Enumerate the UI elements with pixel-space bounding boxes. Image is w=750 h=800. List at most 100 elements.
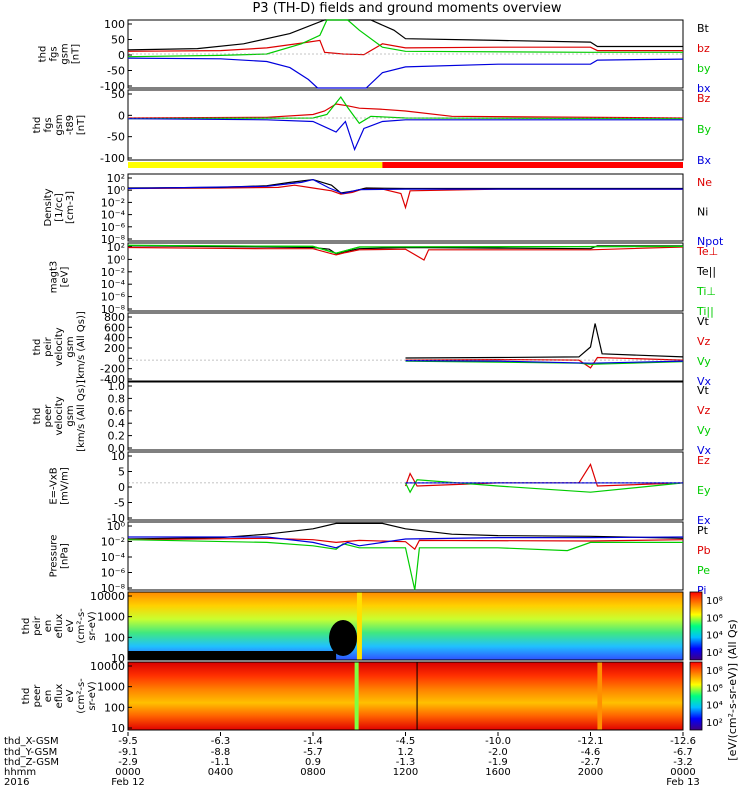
y-tick-label: 50 xyxy=(111,88,125,101)
x-tick-label-date: Feb 12 xyxy=(111,777,145,788)
x-tick-label-y: -8.8 xyxy=(211,747,231,758)
legend-Ez: Ez xyxy=(697,454,710,467)
y-tick-label: 10⁻² xyxy=(101,196,125,209)
y-axis-label: fgs xyxy=(43,117,54,132)
y-axis-label: [eV] xyxy=(60,267,71,288)
legend-Ex: Ex xyxy=(697,514,711,527)
colorbar-scale xyxy=(689,591,703,661)
legend-Pt: Pt xyxy=(697,524,709,537)
legend-Vy: Vy xyxy=(697,424,711,437)
x-tick-label-date: Feb 13 xyxy=(666,777,700,788)
spectrogram-peir-spec xyxy=(128,592,683,660)
legend-Vx: Vx xyxy=(697,444,712,457)
x-tick-label-z: -1.1 xyxy=(211,757,231,768)
y-tick-label: -100 xyxy=(100,152,125,165)
y-tick-label: 10⁻⁸ xyxy=(101,303,126,316)
series-Ni xyxy=(127,178,683,194)
x-axis-row-label: thd_X-GSM xyxy=(4,736,59,747)
series-Pi xyxy=(128,536,684,549)
legend-Vt: Vt xyxy=(697,384,710,397)
series-Bt xyxy=(127,19,683,51)
y-tick-label: 400 xyxy=(104,332,125,345)
y-tick-label: -5 xyxy=(114,497,125,510)
y-tick-label: 10⁻⁸ xyxy=(101,233,126,246)
y-axis-label: [cm-3] xyxy=(65,191,76,224)
y-tick-label: 100 xyxy=(104,631,125,644)
spectrogram-peer-spec xyxy=(128,662,683,730)
legend-Vy: Vy xyxy=(697,355,711,368)
x-tick-label-x: -4.5 xyxy=(396,736,416,747)
y-tick-label: -50 xyxy=(107,131,125,144)
y-tick-label: 0.4 xyxy=(108,417,126,430)
y-tick-label: 0 xyxy=(118,481,125,494)
panel-frame xyxy=(127,381,684,451)
colorbar-tick-label: 10⁸ xyxy=(706,666,723,677)
x-tick-label-x: -6.3 xyxy=(211,736,231,747)
legend-By: By xyxy=(697,123,712,136)
x-tick-label-z: -2.7 xyxy=(581,757,601,768)
y-axis-label: en xyxy=(43,690,54,703)
legend-by: by xyxy=(697,62,711,75)
y-tick-label: 0.6 xyxy=(108,405,126,418)
y-tick-label: -200 xyxy=(100,363,125,376)
x-tick-label-z: -1.3 xyxy=(396,757,416,768)
x-tick-label-x: -12.6 xyxy=(670,736,696,747)
y-tick-label: 10² xyxy=(107,241,125,254)
colorbar-tick-label: 10² xyxy=(706,648,723,659)
x-tick-label-z: -3.2 xyxy=(673,757,693,768)
legend-Vx: Vx xyxy=(697,375,712,388)
x-tick-label-x: -12.1 xyxy=(578,736,604,747)
y-tick-label: -100 xyxy=(100,80,125,93)
panel-frame xyxy=(127,591,684,661)
x-axis-row-label: thd_Z-GSM xyxy=(4,757,59,768)
y-tick-label: 10⁰ xyxy=(107,520,126,533)
legend-Ti⊥: Ti⊥ xyxy=(696,285,716,298)
panel-pressure: 10⁰ 10⁻² 10⁻⁴ 10⁻⁶ 10⁻⁸ Pressure [nPa] Pt Pb Pe Pi xyxy=(49,520,711,597)
y-axis-label: eV xyxy=(65,689,76,702)
x-tick-label-y: -2.0 xyxy=(488,747,508,758)
y-axis-label: gsm xyxy=(65,336,76,357)
y-tick-label: 1000 xyxy=(97,611,125,624)
x-axis: thd_X-GSMthd_Y-GSMthd_Z-GSMhhmm2016-9.5-… xyxy=(4,732,700,788)
y-tick-label: -400 xyxy=(100,373,125,386)
series-Te⊥ xyxy=(127,246,684,261)
panel-peir-spec: 10000 1000 100 10 thd peir en eflux eV (cm²-s-sr-… xyxy=(21,590,684,665)
x-tick-label-hhmm: 1600 xyxy=(485,767,510,778)
series-Npot xyxy=(127,178,683,195)
x-tick-label-y: -9.1 xyxy=(118,747,138,758)
spectrogram-streak-2 xyxy=(354,662,359,730)
y-axis-label: [nT] xyxy=(76,115,87,135)
y-axis-label: Density xyxy=(43,188,54,226)
y-axis-label: [mV/m] xyxy=(60,467,71,505)
legend-Vz: Vz xyxy=(697,404,711,417)
y-tick-label: 1000 xyxy=(97,681,125,694)
y-axis-label: gsm xyxy=(60,43,71,64)
spectrogram-streak xyxy=(356,592,362,660)
y-tick-label: 0 xyxy=(118,352,125,365)
series-Bx xyxy=(127,118,683,152)
y-axis-label: (cm²-s- xyxy=(76,678,87,714)
y-axis-label: sr-eV) xyxy=(87,611,98,640)
x-tick-label-y: -6.7 xyxy=(673,747,693,758)
x-axis-row-label: thd_Y-GSM xyxy=(4,747,57,758)
y-tick-label: 0.0 xyxy=(108,442,126,455)
y-tick-label: 0.2 xyxy=(108,430,126,443)
legend-Te||: Te|| xyxy=(696,265,716,278)
colorbar-1: 10⁸ 10⁶ 10⁴ 10² [eV/(cm²-s-sr-eV)] (All Qs) xyxy=(689,591,739,761)
y-tick-label: 10⁻² xyxy=(101,536,125,549)
panel-frame xyxy=(127,451,684,521)
y-axis-label: thd xyxy=(21,688,32,705)
y-tick-label: 10 xyxy=(111,450,125,463)
y-axis-label: -t89 xyxy=(65,115,76,135)
y-axis-label: Pressure xyxy=(49,535,60,578)
x-tick-label-y: 1.2 xyxy=(398,747,414,758)
y-tick-label: 200 xyxy=(104,342,125,355)
y-axis-label: magt3 xyxy=(49,261,60,294)
legend-Ne: Ne xyxy=(697,176,712,189)
panel-fgs-t89: 50 0 -50 -100 thd fgs gsm -t89 [nT] Bz By Bx xyxy=(32,88,712,167)
y-tick-label: 1.0 xyxy=(108,380,126,393)
panel-frame xyxy=(127,312,684,382)
y-tick-label: 10 xyxy=(111,652,125,665)
spectrogram-streak xyxy=(597,662,603,730)
